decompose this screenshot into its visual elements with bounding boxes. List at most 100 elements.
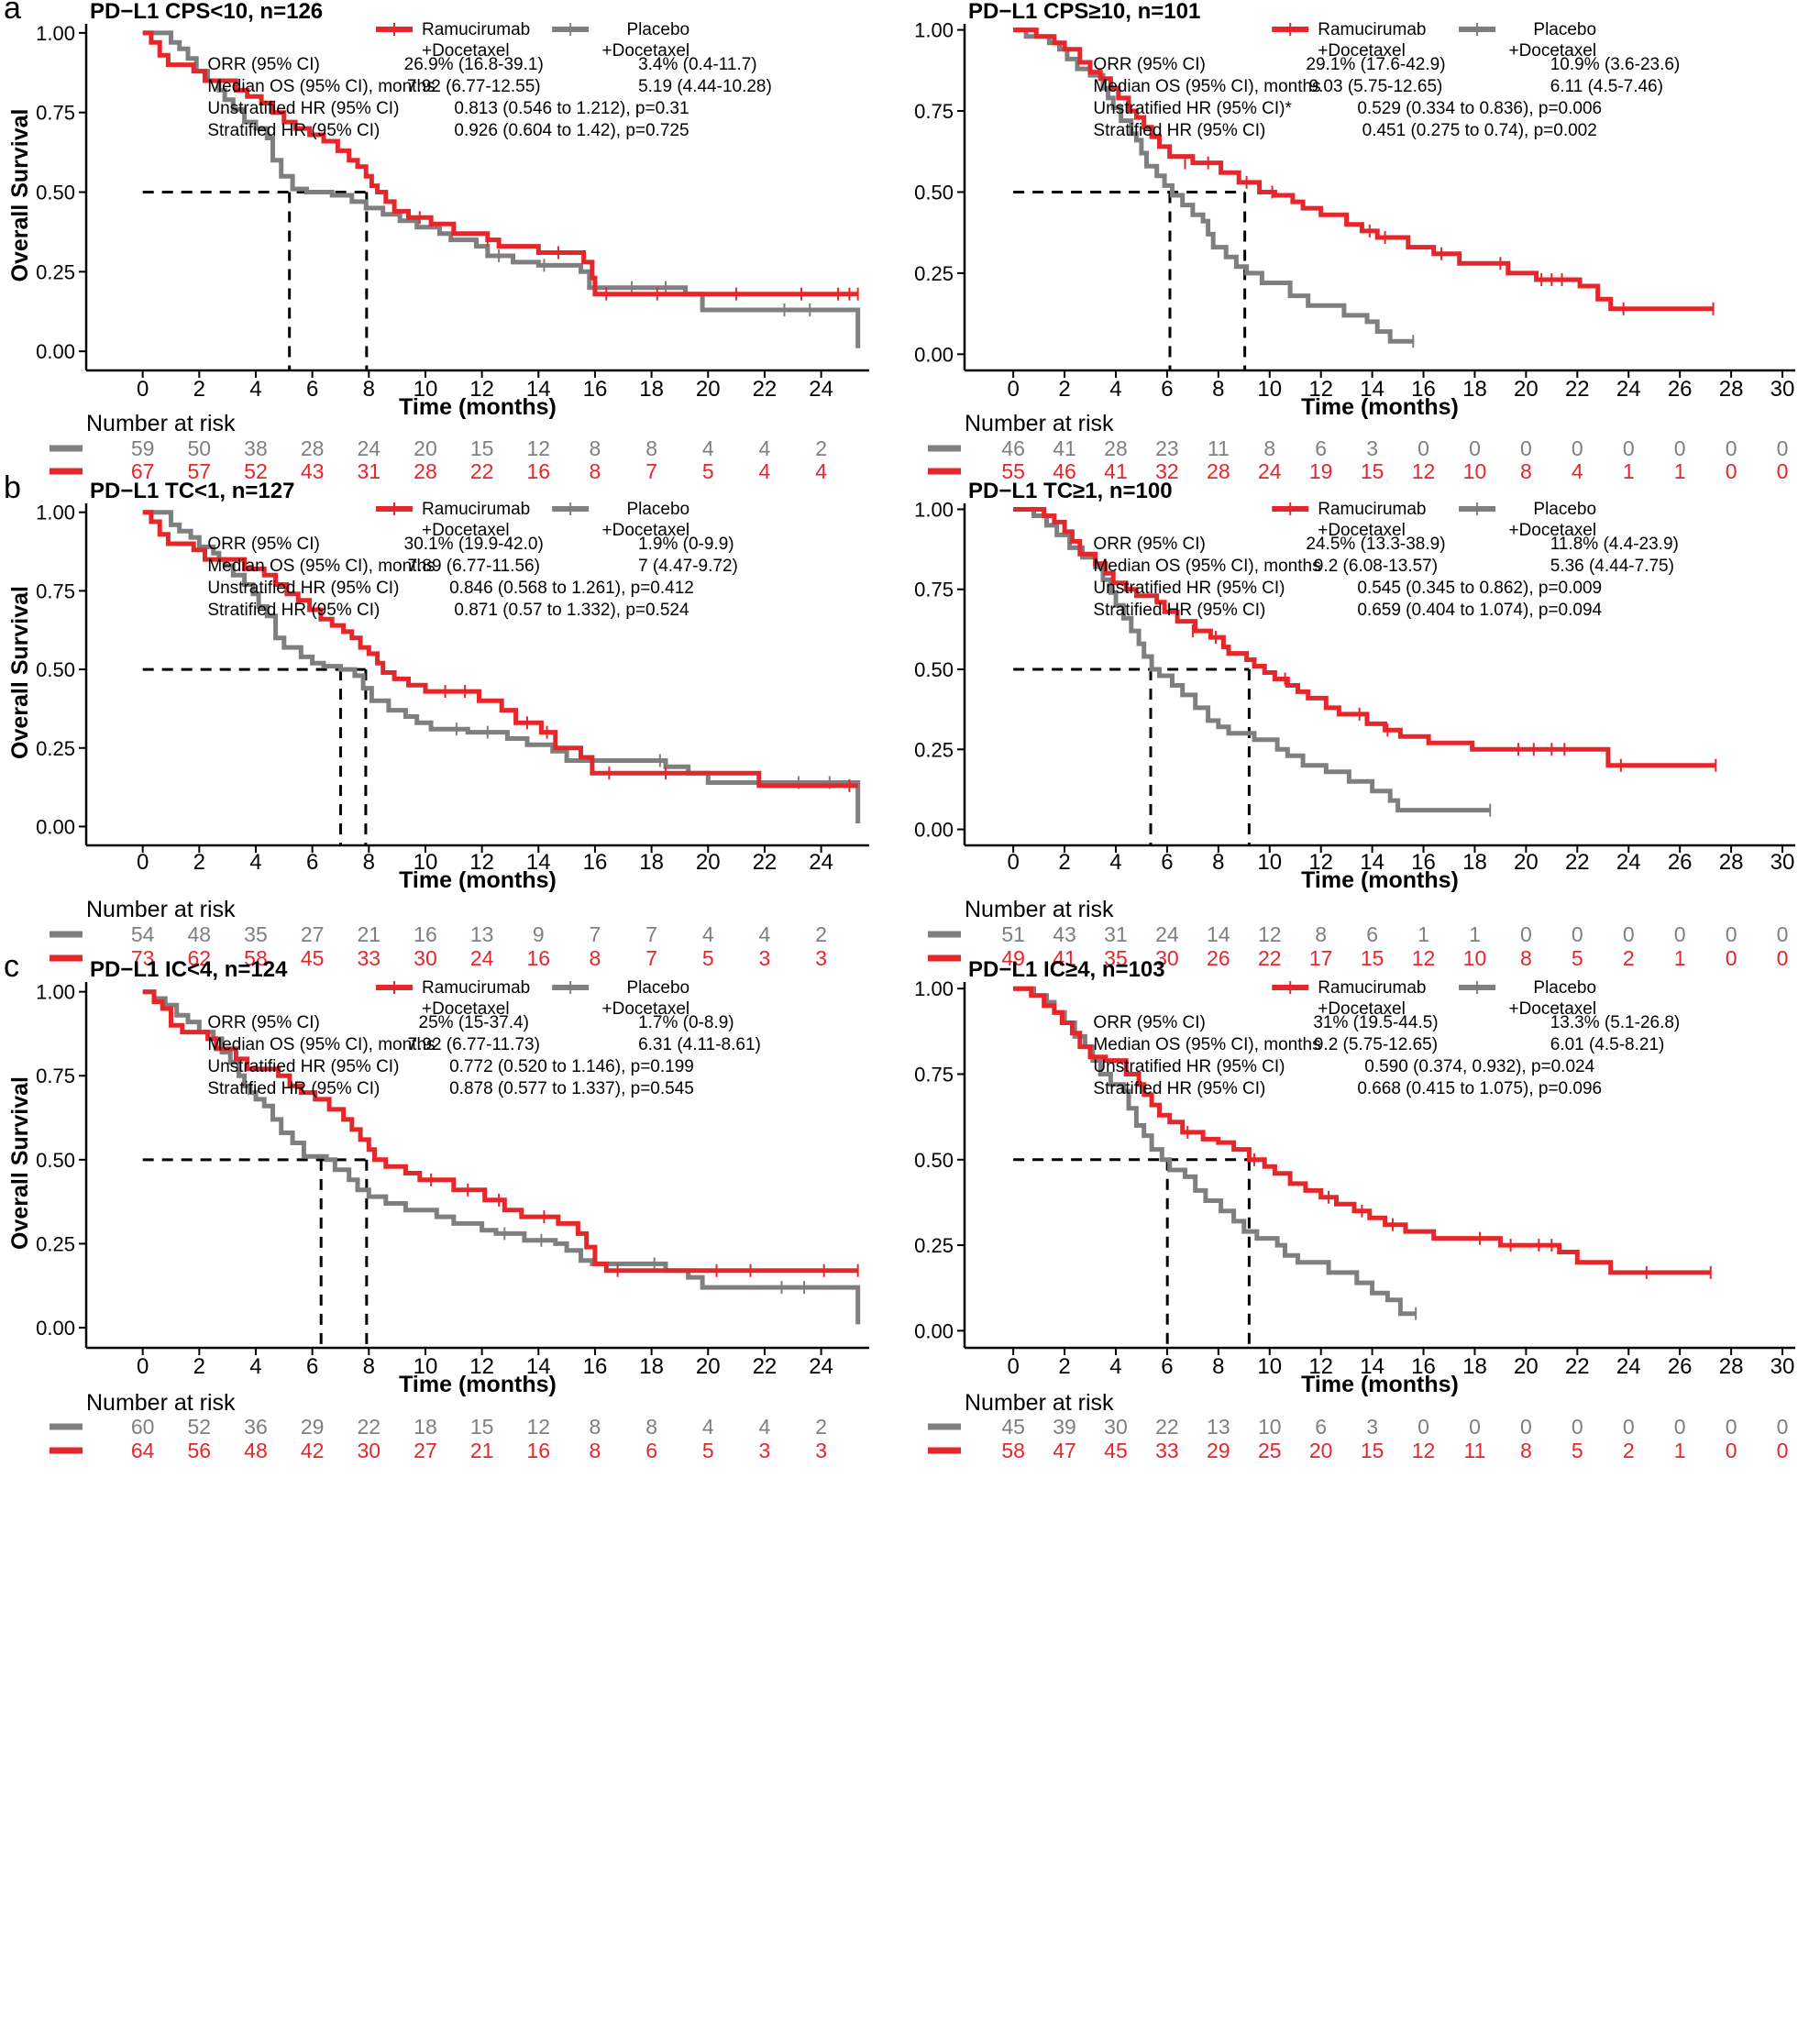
risk-count-ramucirumab: 52 [244, 459, 268, 483]
stat-value-placebo: 1.7% (0-8.9) [638, 1013, 734, 1032]
risk-count-placebo: 0 [1572, 436, 1583, 460]
stat-label: ORR (95% CI) [207, 55, 319, 74]
x-tick-label: 20 [1514, 850, 1539, 875]
stat-value-placebo: 5.36 (4.44-7.75) [1550, 557, 1674, 576]
stat-value-placebo: 10.9% (3.6-23.6) [1550, 55, 1681, 74]
risk-count-placebo: 0 [1572, 1415, 1583, 1439]
stat-label: Unstratified HR (95% CI)* [1093, 99, 1292, 118]
stat-label: ORR (95% CI) [1093, 535, 1205, 554]
risk-count-ramucirumab: 4 [815, 459, 827, 483]
stat-value-ramucirumab: 25% (15-37.4) [419, 1013, 529, 1032]
x-tick-label: 0 [137, 377, 149, 402]
panel-a-right: PD−L1 CPS≥10, n=101 0.00 0.25 0.50 0.75 1.00 0… [914, 0, 1795, 483]
risk-count-ramucirumab: 8 [1520, 1439, 1532, 1462]
x-tick-label: 10 [414, 1354, 438, 1379]
risk-count-placebo: 8 [1315, 922, 1327, 946]
y-tick-label: 0.75 [914, 100, 954, 123]
risk-count-ramucirumab: 3 [759, 946, 771, 970]
stat-value-ramucirumab: 31% (19.5-44.5) [1313, 1013, 1438, 1032]
x-tick-label: 8 [363, 1354, 375, 1379]
stat-label: Median OS (95% CI), months [207, 1035, 435, 1054]
risk-count-ramucirumab: 35 [1104, 946, 1128, 970]
risk-count-placebo: 7 [645, 922, 657, 946]
legend-label-docetaxel: +Docetaxel [422, 521, 510, 540]
risk-count-ramucirumab: 0 [1777, 1439, 1789, 1462]
y-tick-label: 1.00 [36, 22, 75, 45]
risk-count-placebo: 0 [1726, 436, 1737, 460]
risk-count-placebo: 1 [1469, 922, 1481, 946]
risk-count-ramucirumab: 27 [414, 1439, 437, 1462]
x-tick-label: 8 [1212, 1354, 1224, 1379]
legend-label-docetaxel: +Docetaxel [1318, 521, 1406, 540]
stat-value-placebo: 7 (4.47-9.72) [638, 557, 738, 576]
x-tick-label: 6 [1161, 850, 1173, 875]
risk-count-ramucirumab: 24 [1258, 459, 1282, 483]
stat-value-ramucirumab: 7.92 (6.77-12.55) [407, 77, 541, 96]
x-tick-label: 2 [1058, 377, 1070, 402]
stat-label: Median OS (95% CI), months [1093, 557, 1320, 576]
risk-count-ramucirumab: 28 [1207, 459, 1230, 483]
y-axis-label: Overall Survival [7, 108, 33, 281]
legend-label-docetaxel: +Docetaxel [1508, 999, 1596, 1019]
risk-count-ramucirumab: 58 [244, 946, 268, 970]
risk-count-ramucirumab: 5 [702, 946, 714, 970]
legend-label-placebo: Placebo [626, 978, 689, 998]
risk-count-ramucirumab: 2 [1623, 946, 1635, 970]
risk-count-ramucirumab: 49 [1001, 946, 1025, 970]
x-tick-label: 0 [137, 850, 149, 875]
risk-count-ramucirumab: 15 [1361, 946, 1384, 970]
risk-count-ramucirumab: 43 [301, 459, 325, 483]
stat-label: Median OS (95% CI), months [1093, 77, 1320, 96]
risk-count-ramucirumab: 48 [244, 1439, 268, 1462]
risk-count-placebo: 41 [1053, 436, 1076, 460]
x-tick-label: 24 [809, 377, 833, 402]
risk-count-ramucirumab: 24 [470, 946, 494, 970]
x-tick-label: 12 [469, 1354, 494, 1379]
risk-count-placebo: 35 [244, 922, 268, 946]
stat-value-hazard-ratio: 0.659 (0.404 to 1.074), p=0.094 [1357, 601, 1602, 620]
y-axis-label: Overall Survival [7, 1076, 33, 1250]
stat-value-hazard-ratio: 0.878 (0.577 to 1.337), p=0.545 [449, 1079, 694, 1098]
x-tick-label: 6 [1161, 1354, 1173, 1379]
risk-table-label: Number at risk [86, 897, 236, 922]
risk-count-ramucirumab: 30 [1155, 946, 1179, 970]
x-tick-label: 24 [809, 1354, 833, 1379]
panel-title: PD−L1 TC≥1, n=100 [968, 479, 1173, 503]
survival-curve-ramucirumab [142, 30, 858, 297]
legend-label-ramucirumab: Ramucirumab [422, 500, 530, 519]
risk-count-placebo: 4 [702, 436, 714, 460]
risk-count-placebo: 7 [590, 922, 601, 946]
risk-count-placebo: 0 [1572, 922, 1583, 946]
stat-value-placebo: 3.4% (0.4-11.7) [638, 55, 757, 74]
stat-label: Median OS (95% CI), months [1093, 1035, 1320, 1054]
risk-count-placebo: 0 [1777, 436, 1789, 460]
x-tick-label: 16 [1411, 850, 1436, 875]
risk-count-placebo: 4 [759, 1415, 771, 1439]
risk-count-placebo: 36 [244, 1415, 268, 1439]
panel-title: PD−L1 CPS<10, n=126 [90, 0, 323, 24]
legend-label-docetaxel: +Docetaxel [1318, 999, 1406, 1019]
risk-count-ramucirumab: 21 [470, 1439, 494, 1462]
risk-count-placebo: 39 [1053, 1415, 1076, 1439]
risk-count-ramucirumab: 12 [1412, 1439, 1436, 1462]
risk-count-ramucirumab: 3 [815, 946, 827, 970]
x-tick-label: 22 [1565, 850, 1590, 875]
x-tick-label: 24 [809, 850, 833, 875]
stat-value-ramucirumab: 7.92 (6.77-11.73) [408, 1035, 540, 1054]
stat-value-hazard-ratio: 0.926 (0.604 to 1.42), p=0.725 [454, 121, 689, 140]
risk-count-ramucirumab: 0 [1726, 459, 1737, 483]
risk-count-ramucirumab: 16 [526, 1439, 550, 1462]
risk-count-placebo: 48 [188, 922, 212, 946]
y-tick-label: 0.50 [914, 181, 954, 204]
risk-count-ramucirumab: 0 [1777, 946, 1789, 970]
x-tick-label: 22 [753, 377, 778, 402]
stat-value-hazard-ratio: 0.590 (0.374, 0.932), p=0.024 [1364, 1057, 1594, 1076]
risk-table-label: Number at risk [965, 1390, 1114, 1416]
legend-label-docetaxel: +Docetaxel [602, 521, 690, 540]
x-tick-label: 8 [1212, 850, 1224, 875]
risk-count-ramucirumab: 12 [1412, 459, 1436, 483]
risk-count-placebo: 8 [590, 436, 601, 460]
risk-count-ramucirumab: 15 [1361, 1439, 1384, 1462]
stat-label: ORR (95% CI) [207, 535, 319, 554]
risk-count-ramucirumab: 5 [1572, 1439, 1583, 1462]
